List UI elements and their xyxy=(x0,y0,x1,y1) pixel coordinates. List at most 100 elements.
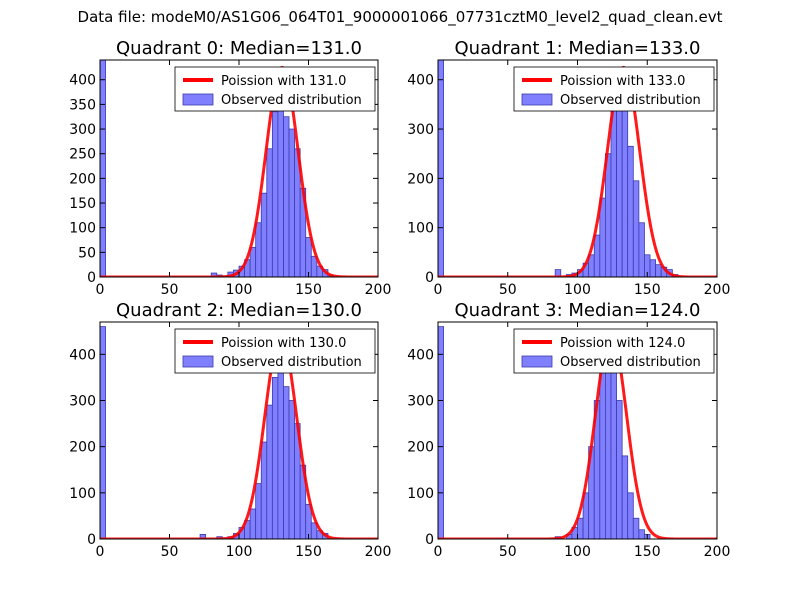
histogram-bar xyxy=(271,377,279,539)
histogram-bar xyxy=(288,128,296,277)
histogram-bar xyxy=(616,400,623,539)
legend-label-observed: Observed distribution xyxy=(560,355,701,370)
legend-label-poisson: Poission with 130.0 xyxy=(221,336,346,351)
panel-title: Quadrant 3: Median=124.0 xyxy=(455,300,701,321)
x-tick-label: 100 xyxy=(226,544,253,560)
legend-label-observed: Observed distribution xyxy=(221,355,362,370)
histogram-bar xyxy=(438,326,444,539)
histogram-bar xyxy=(249,247,257,277)
histogram-bar xyxy=(627,492,634,539)
y-tick-label: 100 xyxy=(407,486,434,502)
histogram-bar xyxy=(283,386,290,539)
histogram-bar xyxy=(305,237,312,277)
y-tick-label: 200 xyxy=(407,440,434,456)
y-tick-label: 400 xyxy=(407,73,434,89)
histogram-bar xyxy=(655,264,662,277)
histogram-bar xyxy=(638,222,645,277)
figure-suptitle: Data file: modeM0/AS1G06_064T01_90000010… xyxy=(77,8,723,26)
legend-bar-swatch xyxy=(182,93,214,106)
y-tick-label: 400 xyxy=(69,347,96,363)
legend: Poission with 124.0 Observed distribution xyxy=(513,328,715,374)
panel-title: Quadrant 0: Median=131.0 xyxy=(116,38,362,59)
y-tick-label: 300 xyxy=(407,393,434,409)
panel-title: Quadrant 1: Median=133.0 xyxy=(455,38,701,59)
y-tick-label: 0 xyxy=(87,532,96,548)
x-tick-label: 0 xyxy=(434,544,443,560)
x-tick-label: 0 xyxy=(96,544,105,560)
panel-quadrant-2: 0 50 100 150 200 0 100 200 300 400 Quadrant 2: Med… xyxy=(69,300,391,560)
histogram-bar xyxy=(277,358,284,539)
y-tick-label: 300 xyxy=(69,122,96,138)
histogram-bar xyxy=(627,145,634,277)
legend-label-poisson: Poission with 124.0 xyxy=(560,336,685,351)
panel-quadrant-1: 0 50 100 150 200 0 100 200 300 400 Quadrant 1: Med… xyxy=(407,38,730,298)
histogram-bar xyxy=(100,60,106,277)
panel-title: Quadrant 2: Median=130.0 xyxy=(116,300,362,321)
y-tick-label: 300 xyxy=(407,122,434,138)
legend-label-poisson: Poission with 131.0 xyxy=(221,74,346,89)
panel-quadrant-3: 0 50 100 150 200 0 100 200 300 400 Quadrant 3: Med… xyxy=(407,300,730,560)
histogram-bar xyxy=(305,503,312,539)
panel-quadrant-0: 0 50 100 150 200 0 50 100 150 200 250 300 350 400 Quad… xyxy=(69,38,391,298)
y-tick-label: 50 xyxy=(78,245,96,261)
legend-bar-swatch xyxy=(521,93,553,106)
histogram-bar xyxy=(621,108,629,277)
histogram-bar xyxy=(283,116,290,277)
y-tick-label: 400 xyxy=(69,73,96,89)
histogram-bar xyxy=(621,455,629,539)
poisson-curve xyxy=(100,65,378,277)
y-tick-label: 400 xyxy=(407,347,434,363)
y-tick-label: 200 xyxy=(69,440,96,456)
plot-area xyxy=(100,60,378,277)
histogram-bar xyxy=(266,148,273,277)
x-tick-label: 200 xyxy=(704,282,731,298)
histogram-bar xyxy=(249,508,257,539)
x-tick-label: 150 xyxy=(634,282,661,298)
x-tick-label: 0 xyxy=(434,282,443,298)
y-tick-label: 0 xyxy=(425,270,434,286)
y-tick-label: 200 xyxy=(407,171,434,187)
legend-bar-swatch xyxy=(182,355,214,368)
x-tick-label: 150 xyxy=(295,282,322,298)
histogram-bar xyxy=(632,517,640,539)
legend-label-observed: Observed distribution xyxy=(221,93,362,108)
legend-label-poisson: Poission with 133.0 xyxy=(560,74,685,89)
histogram-bar xyxy=(100,326,106,539)
histogram-bar xyxy=(199,533,207,539)
histogram-bar xyxy=(610,108,617,277)
histogram-bar xyxy=(277,89,284,277)
x-tick-label: 200 xyxy=(365,544,392,560)
y-tick-label: 100 xyxy=(407,221,434,237)
x-tick-label: 50 xyxy=(499,544,517,560)
y-tick-label: 300 xyxy=(69,393,96,409)
histogram-bar xyxy=(288,400,296,539)
y-tick-label: 200 xyxy=(69,171,96,187)
x-tick-label: 100 xyxy=(564,544,591,560)
x-tick-label: 200 xyxy=(365,282,392,298)
histogram-bar xyxy=(649,259,657,277)
histogram-bar xyxy=(260,441,268,539)
y-tick-label: 100 xyxy=(69,221,96,237)
x-tick-label: 150 xyxy=(634,544,661,560)
histogram-bar xyxy=(577,517,584,539)
legend: Poission with 133.0 Observed distribution xyxy=(513,66,715,112)
y-tick-label: 150 xyxy=(69,196,96,212)
legend: Poission with 130.0 Observed distribution xyxy=(174,328,376,374)
histogram-bar xyxy=(632,180,640,277)
y-tick-label: 0 xyxy=(425,532,434,548)
histogram-bar xyxy=(271,111,279,277)
poisson-curve xyxy=(100,334,378,539)
y-tick-label: 250 xyxy=(69,147,96,163)
x-tick-label: 50 xyxy=(161,544,179,560)
histogram-bar xyxy=(605,153,612,277)
x-tick-label: 100 xyxy=(226,282,253,298)
y-tick-label: 0 xyxy=(87,270,96,286)
x-tick-label: 200 xyxy=(704,544,731,560)
legend-bar-swatch xyxy=(521,355,553,368)
x-tick-label: 50 xyxy=(499,282,517,298)
legend-label-observed: Observed distribution xyxy=(560,93,701,108)
histogram-bar xyxy=(593,234,601,277)
x-tick-label: 0 xyxy=(96,282,105,298)
histogram-bar xyxy=(255,222,262,277)
